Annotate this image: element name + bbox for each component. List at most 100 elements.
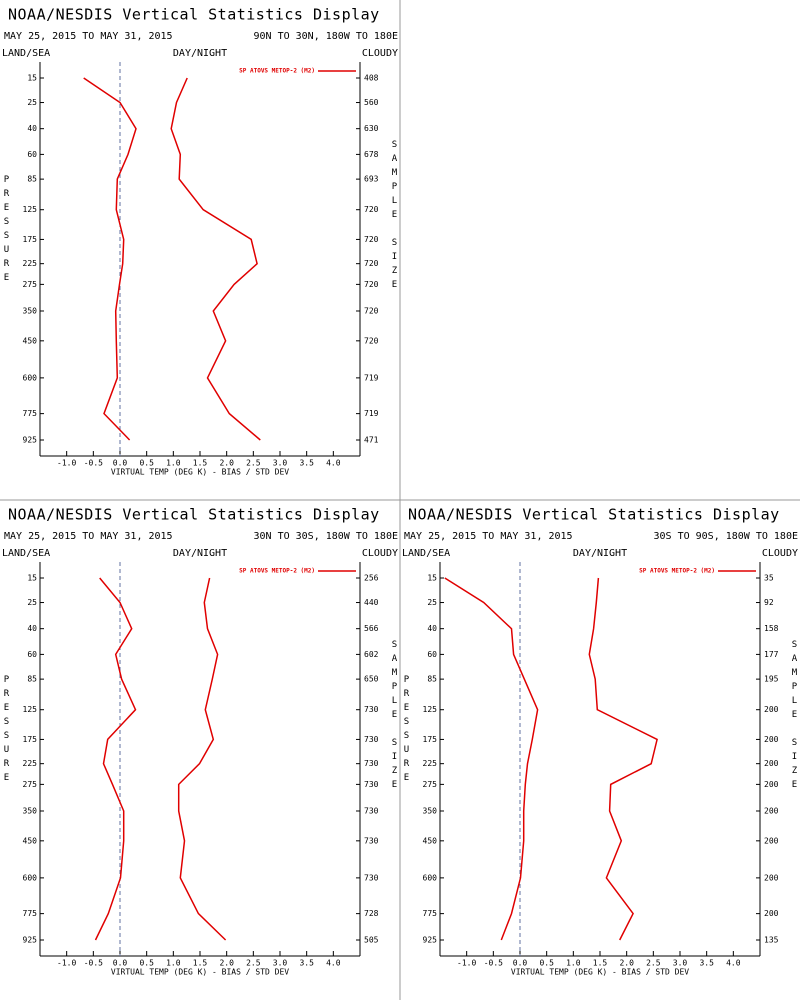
panel: NOAA/NESDIS Vertical Statistics Display M… — [402, 506, 800, 977]
y-tick-label: 350 — [23, 806, 38, 815]
y-tick-label: 275 — [23, 780, 38, 789]
y-tick-label: 40 — [27, 124, 37, 133]
sample-size-label: 35 — [764, 574, 774, 583]
y-tick-label: 15 — [27, 74, 37, 83]
y-tick-label: 450 — [23, 836, 38, 845]
day-night-label: DAY/NIGHT — [173, 48, 227, 59]
y2-axis-label: SAMPLE SIZE — [390, 640, 400, 794]
region: 30N TO 30S, 180W TO 180E — [254, 531, 399, 542]
x-axis-label: VIRTUAL TEMP (DEG K) - BIAS / STD DEV — [111, 968, 289, 977]
y-tick-label: 925 — [23, 436, 38, 445]
y-tick-label: 350 — [423, 806, 438, 815]
y-tick-label: 40 — [27, 624, 37, 633]
x-tick-label: 1.0 — [566, 959, 581, 968]
sample-size-label: 719 — [364, 409, 379, 418]
legend-label: SP ATOVS METOP-2 (M2) — [639, 568, 715, 575]
sample-size-label: 602 — [364, 650, 379, 659]
x-tick-label: 3.0 — [273, 959, 288, 968]
y-tick-label: 775 — [423, 909, 438, 918]
y-tick-label: 925 — [23, 936, 38, 945]
y-tick-label: 25 — [27, 598, 37, 607]
x-tick-label: 2.0 — [619, 959, 634, 968]
x-tick-label: 0.0 — [113, 459, 128, 468]
sample-size-label: 200 — [764, 735, 779, 744]
sample-size-label: 720 — [364, 259, 379, 268]
x-tick-label: 4.0 — [326, 459, 341, 468]
x-tick-label: 2.5 — [646, 959, 661, 968]
y-tick-label: 775 — [23, 909, 38, 918]
x-tick-label: 2.5 — [246, 459, 261, 468]
y-tick-label: 175 — [423, 735, 438, 744]
y-tick-label: 600 — [23, 873, 38, 882]
y2-axis-label: SAMPLE SIZE — [790, 640, 800, 794]
x-tick-label: 3.0 — [673, 959, 688, 968]
sample-size-label: 195 — [764, 675, 779, 684]
x-tick-label: -0.5 — [84, 959, 103, 968]
sample-size-label: 92 — [764, 598, 774, 607]
date-range: MAY 25, 2015 TO MAY 31, 2015 — [404, 531, 573, 542]
profile-line — [444, 577, 539, 941]
x-tick-label: -1.0 — [57, 959, 76, 968]
x-tick-label: 1.5 — [193, 959, 208, 968]
region: 30S TO 90S, 180W TO 180E — [654, 531, 799, 542]
sample-size-label: 630 — [364, 124, 379, 133]
sample-size-label: 200 — [764, 759, 779, 768]
region: 90N TO 30N, 180W TO 180E — [254, 31, 399, 42]
sample-size-label: 693 — [364, 175, 379, 184]
profile-line — [170, 77, 261, 441]
x-tick-label: 2.0 — [219, 959, 234, 968]
date-range: MAY 25, 2015 TO MAY 31, 2015 — [4, 531, 173, 542]
sample-size-label: 728 — [364, 909, 379, 918]
panel: NOAA/NESDIS Vertical Statistics Display M… — [2, 6, 400, 477]
x-tick-label: 1.5 — [193, 459, 208, 468]
y-tick-label: 175 — [23, 735, 38, 744]
sample-size-label: 200 — [764, 909, 779, 918]
land-sea-label: LAND/SEA — [402, 548, 450, 559]
y-tick-label: 60 — [27, 650, 37, 659]
sample-size-label: 177 — [764, 650, 779, 659]
sample-size-label: 730 — [364, 780, 379, 789]
sample-size-label: 650 — [364, 675, 379, 684]
y-tick-label: 600 — [423, 873, 438, 882]
y-tick-label: 225 — [423, 759, 438, 768]
y-tick-label: 125 — [423, 705, 438, 714]
x-tick-label: -0.5 — [484, 959, 503, 968]
day-night-label: DAY/NIGHT — [573, 548, 627, 559]
sample-size-label: 560 — [364, 98, 379, 107]
y-tick-label: 60 — [27, 150, 37, 159]
y-tick-label: 275 — [423, 780, 438, 789]
y-tick-label: 775 — [23, 409, 38, 418]
y-tick-label: 600 — [23, 373, 38, 382]
x-tick-label: 4.0 — [726, 959, 741, 968]
y-tick-label: 175 — [23, 235, 38, 244]
sample-size-label: 200 — [764, 836, 779, 845]
x-tick-label: 2.5 — [246, 959, 261, 968]
y2-axis-label: SAMPLE SIZE — [390, 140, 400, 294]
y-tick-label: 125 — [23, 205, 38, 214]
y-tick-label: 15 — [427, 574, 437, 583]
sample-size-label: 720 — [364, 280, 379, 289]
y-axis-label: PRESSURE — [2, 675, 12, 787]
sample-size-label: 720 — [364, 235, 379, 244]
x-tick-label: 2.0 — [219, 459, 234, 468]
x-tick-label: 4.0 — [326, 959, 341, 968]
sample-size-label: 730 — [364, 705, 379, 714]
sample-size-label: 200 — [764, 873, 779, 882]
sample-size-label: 720 — [364, 205, 379, 214]
x-tick-label: 3.5 — [299, 959, 314, 968]
sample-size-label: 730 — [364, 735, 379, 744]
panel-title: NOAA/NESDIS Vertical Statistics Display — [8, 6, 380, 24]
x-tick-label: 3.5 — [699, 959, 714, 968]
y-tick-label: 450 — [423, 836, 438, 845]
y-tick-label: 225 — [23, 759, 38, 768]
profile-line — [177, 577, 227, 941]
sample-size-label: 505 — [364, 936, 379, 945]
legend-label: SP ATOVS METOP-2 (M2) — [239, 68, 315, 75]
sample-size-label: 566 — [364, 624, 379, 633]
sample-size-label: 730 — [364, 759, 379, 768]
sample-size-label: 200 — [764, 806, 779, 815]
sample-size-label: 720 — [364, 336, 379, 345]
x-tick-label: 0.5 — [139, 959, 154, 968]
y-tick-label: 15 — [27, 574, 37, 583]
